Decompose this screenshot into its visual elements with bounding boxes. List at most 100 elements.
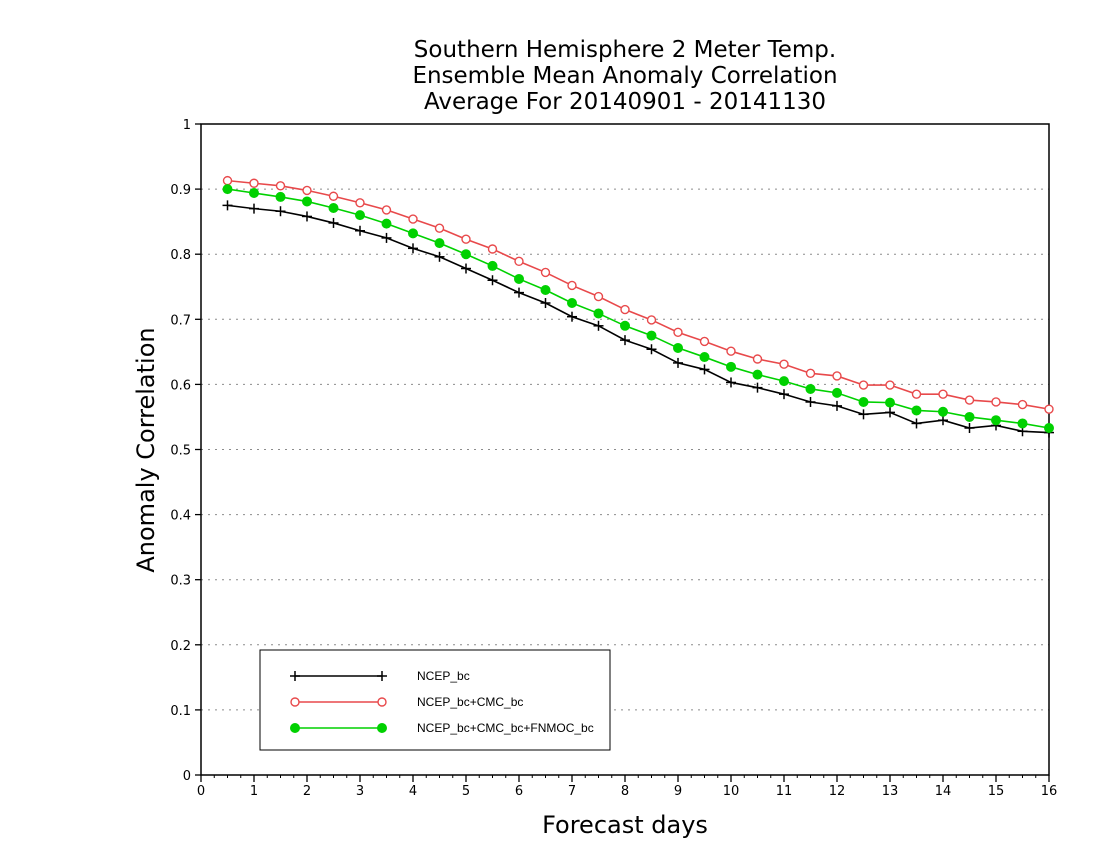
y-tick-label: 0.3 (170, 574, 191, 589)
legend: NCEP_bc NCEP_bc+CMC_bc NCEP_bc+CMC_bc+FNMO… (259, 649, 611, 751)
legend-label: NCEP_bc (417, 669, 470, 683)
data-point-filled-circle-marker (1017, 418, 1028, 429)
data-point-plus-marker (514, 287, 524, 298)
y-tick-label: 0.4 (170, 509, 191, 524)
axes: 00.10.20.30.40.50.60.70.80.910 1 2 3 4 5 6 7 8 9 1… (170, 118, 1057, 799)
data-point-plus-marker (805, 396, 816, 407)
data-point-open-circle-marker (646, 315, 657, 325)
x-tick-label: 6 (515, 784, 523, 799)
x-tick-label: 14 (935, 784, 952, 799)
y-tick-label: 0.5 (170, 444, 191, 459)
x-tick-label: 4 (409, 784, 417, 799)
data-point-plus-marker (885, 407, 895, 418)
x-tick-label: 9 (674, 784, 682, 799)
data-point-open-circle-marker (408, 214, 418, 224)
y-tick-label: 0.7 (170, 313, 191, 328)
data-point-filled-circle-marker (699, 352, 710, 363)
data-point-open-circle-marker (381, 205, 392, 215)
chart-title: Southern Hemisphere 2 Meter Temp. Ensemb… (412, 37, 837, 115)
x-tick-label: 15 (988, 784, 1005, 799)
data-point-plus-marker (832, 400, 842, 411)
data-point-plus-marker (938, 415, 948, 426)
data-point-open-circle-marker (885, 380, 895, 390)
data-point-open-circle-marker (779, 359, 789, 369)
data-point-open-circle-marker (434, 223, 445, 233)
data-point-filled-circle-marker (222, 184, 233, 195)
chart-title-line-1: Southern Hemisphere 2 Meter Temp. (414, 37, 836, 63)
data-point-open-circle-marker (540, 267, 551, 278)
data-point-plus-marker (620, 335, 630, 346)
x-axis-title: Forecast days (542, 811, 708, 839)
data-point-open-circle-marker (355, 198, 365, 208)
chart-title-line-3: Average For 20140901 - 20141130 (424, 89, 826, 115)
x-tick-label: 1 (250, 784, 258, 799)
legend-label: NCEP_bc+CMC_bc+FNMOC_bc (417, 721, 594, 735)
x-tick-label: 10 (723, 784, 740, 799)
data-point-plus-marker (567, 311, 577, 322)
data-point-plus-marker (249, 203, 259, 214)
data-point-filled-circle-marker (381, 218, 392, 229)
data-point-filled-circle-marker (964, 411, 975, 422)
legend-box (259, 649, 611, 751)
legend-filled-circle-marker (290, 723, 300, 733)
data-point-open-circle-marker (461, 234, 471, 244)
data-point-filled-circle-marker (487, 260, 498, 271)
data-point-filled-circle-marker (752, 369, 763, 380)
data-point-open-circle-marker (620, 304, 630, 315)
data-point-open-circle-marker (302, 185, 312, 196)
data-point-plus-marker (593, 320, 604, 331)
data-point-filled-circle-marker (593, 308, 604, 319)
legend-plus-marker (377, 671, 387, 681)
data-point-plus-marker (964, 423, 975, 434)
data-point-plus-marker (434, 251, 445, 262)
legend-open-circle-marker (377, 697, 387, 707)
data-point-filled-circle-marker (461, 249, 471, 260)
series-line (227, 188, 1050, 429)
series-0 (222, 200, 1054, 438)
chart-title-line-2: Ensemble Mean Anomaly Correlation (412, 63, 837, 89)
data-point-open-circle-marker (328, 191, 339, 201)
x-tick-label: 0 (197, 784, 205, 799)
data-point-filled-circle-marker (805, 383, 816, 394)
data-point-filled-circle-marker (355, 210, 365, 221)
data-point-filled-circle-marker (726, 361, 736, 372)
data-point-plus-marker (726, 377, 736, 388)
data-point-open-circle-marker (673, 327, 683, 338)
data-point-open-circle-marker (487, 244, 498, 254)
data-point-filled-circle-marker (328, 202, 339, 213)
gridlines (201, 188, 1049, 711)
data-point-open-circle-marker (1044, 404, 1054, 414)
legend-open-circle-marker (290, 697, 300, 707)
data-point-filled-circle-marker (620, 320, 630, 331)
data-point-filled-circle-marker (673, 342, 683, 353)
data-point-plus-marker (222, 200, 233, 211)
series-line (227, 179, 1050, 410)
data-point-open-circle-marker (752, 354, 763, 364)
data-point-filled-circle-marker (275, 191, 286, 202)
data-point-open-circle-marker (938, 389, 948, 399)
x-tick-label: 11 (776, 784, 793, 799)
data-point-filled-circle-marker (858, 396, 869, 407)
data-point-open-circle-marker (593, 291, 604, 302)
data-point-plus-marker (302, 211, 312, 222)
data-point-open-circle-marker (964, 395, 975, 405)
legend-entry: NCEP_bc+CMC_bc (290, 695, 523, 709)
data-point-filled-circle-marker (408, 228, 418, 239)
x-tick-label: 5 (462, 784, 470, 799)
data-point-open-circle-marker (249, 178, 259, 188)
data-point-filled-circle-marker (911, 405, 922, 416)
data-point-filled-circle-marker (832, 387, 842, 398)
y-tick-label: 0.1 (170, 704, 191, 719)
data-point-plus-marker (699, 364, 710, 375)
data-point-filled-circle-marker (885, 397, 895, 408)
data-point-plus-marker (646, 344, 657, 355)
x-tick-label: 7 (568, 784, 576, 799)
x-tick-label: 8 (621, 784, 629, 799)
data-point-filled-circle-marker (567, 298, 577, 309)
data-point-plus-marker (408, 243, 418, 254)
series-line (227, 204, 1050, 434)
data-point-filled-circle-marker (540, 285, 551, 296)
y-tick-label: 0.9 (170, 183, 191, 198)
